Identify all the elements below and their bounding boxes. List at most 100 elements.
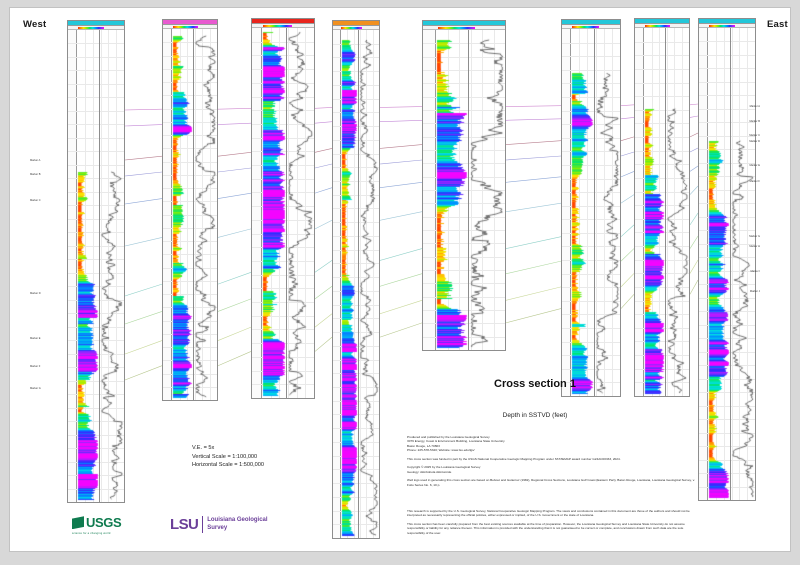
well-log-body[interactable]: [699, 28, 755, 500]
correlation-line: [505, 202, 562, 213]
formation-marker-label: Marker D: [749, 140, 760, 143]
usgs-wordmark: USGS: [86, 515, 122, 531]
orientation-label-west: West: [23, 19, 47, 30]
lithology-colorbar: [644, 24, 670, 27]
correlation-line: [505, 308, 562, 324]
correlation-line: [505, 286, 562, 301]
formation-marker-label: Marker C: [749, 134, 760, 137]
well-log-body[interactable]: [423, 30, 505, 350]
correlation-line: [620, 171, 635, 178]
correlation-line: [124, 283, 163, 297]
correlation-line: [314, 286, 333, 300]
well-log-body[interactable]: [562, 29, 620, 396]
credits-paragraph: Well logs used in generating this cross …: [407, 478, 695, 487]
well-subheader: [252, 24, 314, 28]
correlation-line: [689, 185, 699, 195]
correlation-line: [314, 121, 333, 124]
correlation-line: [124, 198, 163, 205]
disclaimer-paragraph: This cross section has been carefully pr…: [407, 521, 685, 535]
correlation-line: [379, 211, 423, 221]
well-log-panel[interactable]: [698, 18, 756, 501]
correlation-line: [379, 322, 423, 338]
correlation-line: [620, 136, 635, 142]
formation-marker-label: Marker D: [30, 292, 41, 295]
disclaimer-block: This research is supported by the U.S. G…: [407, 509, 699, 539]
well-log-body[interactable]: [68, 30, 124, 502]
formation-marker-label: Marker E: [30, 337, 41, 340]
correlation-line: [217, 228, 252, 238]
correlation-line: [217, 167, 252, 173]
lithology-colorbar: [172, 25, 198, 28]
title-block: Cross section 1 Depth in SSTVD (feet): [430, 378, 640, 419]
well-log-body[interactable]: [333, 30, 379, 538]
well-header-bar: [333, 21, 379, 26]
formation-marker-label: Marker J: [749, 290, 760, 293]
well-log-panel[interactable]: [162, 19, 218, 401]
well-log-body[interactable]: [163, 29, 217, 400]
well-log-panel[interactable]: [634, 18, 690, 397]
correlation-line: [217, 272, 252, 285]
correlation-line: [124, 108, 163, 111]
correlation-line: [505, 176, 562, 183]
correlation-line: [217, 298, 252, 312]
correlation-line: [620, 224, 635, 237]
scale-block: V.E. = 5x Vertical Scale = 1:100,000 Hor…: [192, 444, 264, 470]
orientation-label-east: East: [767, 19, 788, 30]
vertical-exaggeration: V.E. = 5x: [192, 445, 215, 451]
cross-section-sheet: West East Marker A Marker B Marker C Marker…: [9, 7, 791, 552]
correlation-line: [620, 248, 635, 262]
log-curve-canvas: [699, 28, 755, 500]
correlation-line: [124, 171, 163, 177]
well-subheader: [699, 24, 755, 28]
well-log-panel[interactable]: [561, 19, 621, 397]
lsu-subtitle: Louisiana Geological Survey: [207, 517, 267, 532]
log-curve-canvas: [333, 30, 379, 538]
well-header-bar: [699, 19, 755, 24]
correlation-line: [689, 115, 699, 118]
log-curve-canvas: [68, 30, 124, 502]
correlation-line: [379, 159, 423, 165]
correlation-line: [505, 155, 562, 161]
correlation-line: [689, 279, 699, 295]
correlation-line: [124, 365, 163, 381]
usgs-mark-icon: [72, 516, 84, 530]
lithology-colorbar: [263, 24, 292, 27]
well-header-bar: [635, 19, 689, 24]
correlation-line: [379, 181, 423, 189]
correlation-line: [379, 119, 423, 123]
correlation-line: [505, 105, 562, 107]
lithology-colorbar: [78, 26, 104, 29]
correlation-line: [689, 165, 699, 172]
correlation-line: [314, 220, 333, 230]
well-log-body[interactable]: [635, 28, 689, 396]
formation-marker-label: Marker B: [30, 173, 41, 176]
formation-marker-label: Marker A: [30, 159, 41, 162]
well-log-panel[interactable]: [67, 20, 125, 503]
well-log-panel[interactable]: [251, 18, 315, 399]
correlation-line: [689, 212, 699, 226]
credits-block: Produced and published by the Louisiana …: [407, 435, 699, 491]
correlation-line: [379, 248, 423, 261]
well-log-panel[interactable]: [332, 20, 380, 539]
correlation-line: [124, 155, 163, 161]
formation-marker-label: Marker E: [749, 164, 760, 167]
formation-marker-label: Marker I: [750, 270, 760, 273]
correlation-line: [124, 311, 163, 325]
credits-paragraph: Copyright © 2025 by the Louisiana Geolog…: [407, 465, 481, 474]
correlation-line: [379, 106, 423, 108]
lithology-colorbar: [437, 26, 476, 29]
formation-marker-label: Marker H: [749, 245, 760, 248]
lithology-colorbar: [709, 24, 735, 27]
correlation-line: [217, 192, 252, 199]
depth-note: Depth in SSTVD (feet): [502, 412, 568, 419]
correlation-line: [505, 260, 562, 275]
well-log-panel[interactable]: [422, 20, 506, 351]
well-log-body[interactable]: [252, 28, 314, 398]
lithology-colorbar: [341, 26, 363, 29]
correlation-line: [217, 122, 252, 125]
well-header-bar: [163, 20, 217, 25]
correlation-line: [314, 313, 333, 328]
lsu-subtitle-line2: Survey: [207, 524, 228, 531]
log-curve-canvas: [163, 29, 217, 400]
